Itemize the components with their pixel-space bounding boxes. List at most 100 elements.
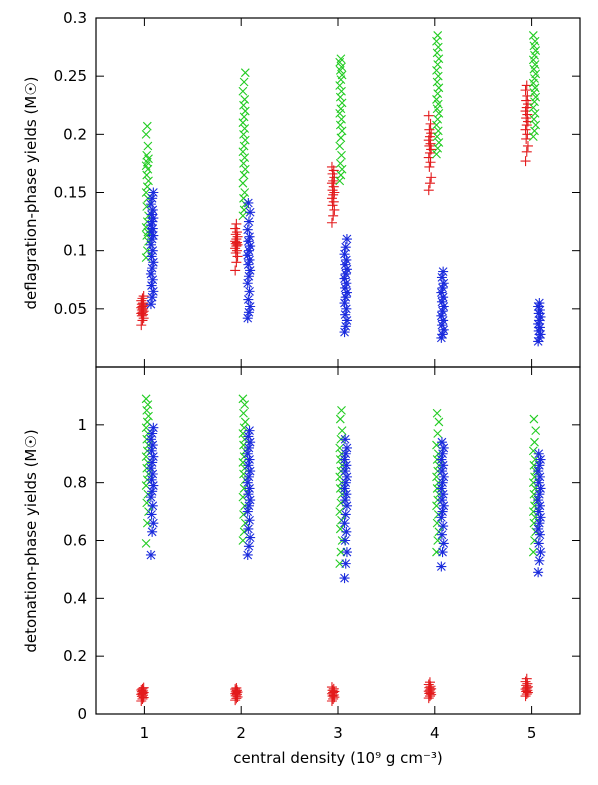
data-point-star bbox=[341, 234, 352, 245]
data-point-star bbox=[340, 558, 351, 569]
data-point-cross bbox=[240, 153, 250, 162]
data-point-cross bbox=[240, 400, 250, 409]
data-point-star bbox=[243, 216, 254, 227]
data-point-star bbox=[243, 307, 254, 318]
data-point-star bbox=[341, 547, 352, 558]
data-point-cross bbox=[337, 150, 346, 160]
data-point-star bbox=[438, 500, 449, 511]
data-point-star bbox=[535, 329, 546, 340]
data-point-star bbox=[145, 299, 156, 310]
yaxis-detonation: 0 0.2 0.4 0.6 0.8 1 bbox=[63, 416, 580, 723]
data-point-star bbox=[146, 251, 157, 262]
data-point-star bbox=[147, 486, 158, 497]
data-point-star bbox=[437, 306, 448, 317]
data-point-star bbox=[438, 442, 449, 453]
data-point-star bbox=[244, 454, 255, 465]
data-point-star bbox=[341, 287, 352, 298]
data-point-plus bbox=[136, 684, 147, 695]
data-point-plus bbox=[138, 298, 149, 309]
data-point-plus bbox=[424, 124, 435, 135]
data-point-star bbox=[535, 547, 546, 558]
data-point-star bbox=[340, 321, 351, 332]
data-point-cross bbox=[434, 138, 444, 147]
data-point-plus bbox=[136, 320, 147, 331]
data-point-star bbox=[533, 308, 544, 319]
data-point-star bbox=[339, 518, 350, 529]
data-point-star bbox=[242, 313, 253, 324]
data-point-star bbox=[437, 448, 448, 459]
data-point-star bbox=[243, 197, 254, 208]
ytick-label: 1 bbox=[77, 416, 87, 434]
data-point-star bbox=[533, 477, 544, 488]
data-point-star bbox=[533, 466, 544, 477]
data-point-star bbox=[339, 573, 350, 584]
data-point-star bbox=[148, 213, 159, 224]
data-point-cross bbox=[433, 71, 443, 81]
data-point-star bbox=[146, 209, 157, 220]
data-point-star bbox=[243, 523, 254, 534]
data-point-star bbox=[148, 422, 159, 433]
data-point-star bbox=[533, 301, 544, 312]
data-point-plus bbox=[231, 685, 242, 696]
data-point-cross bbox=[238, 86, 248, 96]
data-point-star bbox=[243, 236, 254, 247]
data-point-plus bbox=[424, 161, 435, 172]
data-point-plus bbox=[230, 247, 241, 258]
data-point-star bbox=[535, 454, 546, 465]
data-point-cross bbox=[240, 95, 250, 104]
data-point-cross bbox=[142, 121, 152, 131]
data-point-cross bbox=[337, 426, 347, 436]
data-point-cross bbox=[144, 176, 153, 186]
data-point-cross bbox=[531, 92, 541, 102]
data-point-star bbox=[147, 500, 158, 511]
data-point-star bbox=[436, 466, 447, 477]
data-point-star bbox=[147, 274, 158, 285]
data-point-star bbox=[147, 245, 158, 256]
data-point-star bbox=[438, 324, 449, 335]
data-point-star bbox=[242, 549, 253, 560]
data-point-star bbox=[245, 437, 256, 448]
data-point-star bbox=[436, 272, 447, 283]
data-point-cross bbox=[238, 178, 248, 188]
data-point-plus bbox=[522, 140, 533, 151]
data-point-star bbox=[242, 506, 253, 517]
data-point-cross bbox=[433, 99, 443, 109]
ytick-label: 0.1 bbox=[63, 242, 87, 260]
data-point-star bbox=[244, 515, 255, 526]
ylabel-deflagration: deflagration-phase yields (M☉) bbox=[22, 76, 40, 309]
data-point-cross bbox=[238, 394, 248, 404]
data-point-star bbox=[437, 547, 448, 558]
data-point-star bbox=[340, 477, 351, 488]
data-point-plus bbox=[231, 234, 242, 245]
data-point-plus bbox=[230, 229, 241, 240]
data-point-cross bbox=[143, 141, 153, 151]
data-point-star bbox=[437, 477, 448, 488]
data-point-star bbox=[244, 286, 255, 297]
data-point-star bbox=[243, 271, 254, 282]
data-point-plus bbox=[326, 217, 337, 228]
data-point-star bbox=[340, 268, 351, 279]
data-point-cross bbox=[240, 106, 250, 116]
data-point-star bbox=[533, 336, 544, 347]
ytick-label: 0.15 bbox=[54, 184, 87, 202]
data-point-plus bbox=[138, 291, 149, 302]
data-point-star bbox=[437, 282, 448, 293]
data-point-star bbox=[245, 301, 256, 312]
data-point-star bbox=[242, 250, 253, 261]
data-point-plus bbox=[326, 161, 337, 172]
data-point-plus bbox=[137, 683, 148, 694]
data-point-star bbox=[436, 320, 447, 331]
data-point-star bbox=[438, 489, 449, 500]
panel-detonation: 0 0.2 0.4 0.6 0.8 1 1 2 3 4 5 detonation-phase yi… bbox=[22, 366, 581, 742]
data-point-star bbox=[245, 207, 256, 218]
data-point-star bbox=[244, 425, 255, 436]
data-point-star bbox=[341, 315, 352, 326]
data-point-star bbox=[533, 523, 544, 534]
data-point-star bbox=[245, 241, 256, 252]
data-point-star bbox=[148, 187, 159, 198]
data-point-star bbox=[438, 460, 449, 471]
data-point-star bbox=[245, 495, 256, 506]
data-point-cross bbox=[433, 31, 443, 40]
data-point-star bbox=[533, 567, 544, 578]
data-point-star bbox=[533, 318, 544, 329]
